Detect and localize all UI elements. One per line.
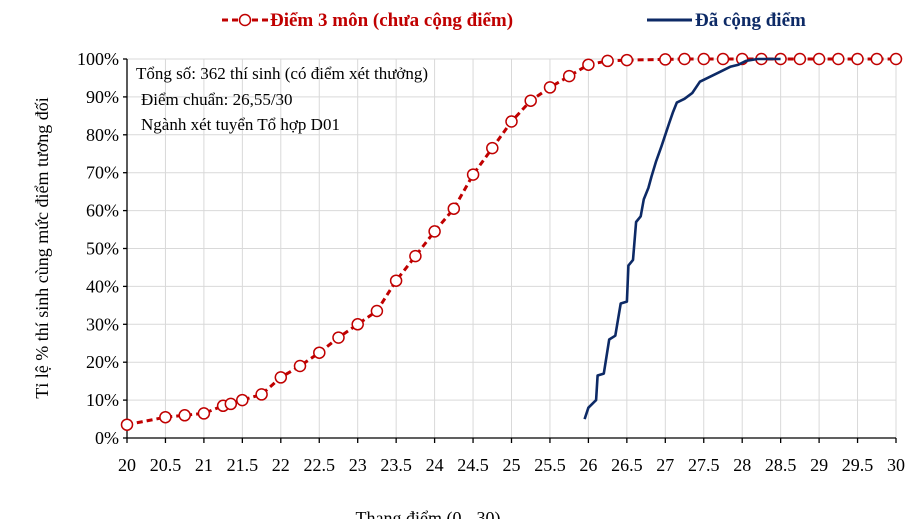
y-tick-label: 70% [86,163,119,183]
x-tick-label: 21 [195,455,213,475]
data-point-marker [370,304,384,318]
data-point-marker [543,81,557,94]
data-point-marker [274,371,288,384]
y-tick-label: 10% [86,390,119,410]
data-point-marker [601,54,614,68]
data-point-marker [659,53,672,66]
data-point-marker [889,52,903,66]
x-tick-label: 27 [656,455,674,475]
data-point-marker [159,410,172,424]
data-point-marker [812,52,826,66]
data-point-marker [255,388,268,401]
data-point-marker [389,274,403,287]
x-tick-label: 20.5 [150,455,182,475]
series-line-bonus-score [583,57,781,420]
x-tick-label: 24.5 [457,455,489,475]
x-tick-label: 21.5 [227,455,259,475]
y-tick-label: 20% [86,352,119,372]
x-tick-label: 29.5 [842,455,874,475]
x-axis-ticks: 20 20.5 21 21.5 22 22.5 23 23.5 24 24.5 25 25.5 26 26… [118,438,905,475]
x-tick-label: 28 [733,455,751,475]
y-tick-label: 100% [77,49,119,69]
data-point-marker [870,52,884,66]
legend-label-raw: Điểm 3 môn (chưa cộng điểm) [270,10,513,31]
y-tick-label: 80% [86,125,119,145]
annotation-total: Tổng số: 362 thí sinh (có điểm xét thưởn… [136,64,428,83]
x-axis-title: Thang điểm (0 - 30) [356,508,501,519]
data-point-marker [851,52,864,66]
annotation-cutoff: Điểm chuẩn: 26,55/30 [141,90,293,109]
data-point-marker [582,58,595,71]
x-tick-label: 29 [810,455,828,475]
x-tick-label: 22.5 [304,455,336,475]
data-point-marker [236,393,249,407]
y-axis-ticks: 0% 10% 20% 30% 40% 50% 60% 70% 80% 90% 100% [77,49,127,448]
data-point-marker [178,409,191,422]
data-point-marker [120,418,134,431]
x-tick-label: 25 [503,455,521,475]
legend-label-bonus: Đã cộng điểm [695,10,806,31]
y-axis-title: Tỉ lệ % thí sinh cùng mức điểm tương đối [32,97,52,399]
data-point-marker [466,168,480,181]
data-point-marker [447,202,461,215]
data-point-marker [793,52,807,66]
y-tick-label: 90% [86,87,119,107]
y-tick-label: 30% [86,314,119,334]
x-tick-label: 25.5 [534,455,566,475]
data-point-marker [293,359,307,373]
data-point-marker [697,52,711,66]
annotation-major: Ngành xét tuyển Tổ hợp D01 [141,115,340,134]
legend-marker-raw [238,13,252,27]
x-tick-label: 30 [887,455,905,475]
data-point-marker [562,69,576,83]
x-tick-label: 20 [118,455,136,475]
data-point-marker [486,141,499,155]
y-tick-label: 40% [86,276,119,296]
data-point-marker [332,331,345,344]
x-tick-label: 23.5 [380,455,412,475]
y-tick-label: 60% [86,201,119,221]
x-tick-label: 26.5 [611,455,643,475]
data-point-marker [524,94,537,107]
data-point-marker [505,115,518,128]
legend: Điểm 3 môn (chưa cộng điểm) Đã cộng điểm [222,10,806,31]
x-tick-label: 28.5 [765,455,797,475]
data-point-marker [224,397,238,411]
data-point-marker [678,52,691,66]
data-point-marker [409,249,422,263]
x-tick-label: 23 [349,455,367,475]
x-tick-label: 27.5 [688,455,720,475]
x-tick-label: 26 [579,455,597,475]
data-point-marker [716,52,730,66]
y-tick-label: 50% [86,239,119,259]
data-point-marker [313,346,326,359]
data-point-marker [832,52,845,66]
data-point-marker [428,225,441,238]
y-tick-label: 0% [95,428,119,448]
data-point-marker [197,407,211,420]
x-tick-label: 22 [272,455,290,475]
series [120,52,903,431]
x-tick-label: 24 [426,455,444,475]
data-point-marker [620,53,634,67]
data-point-marker [351,318,364,331]
